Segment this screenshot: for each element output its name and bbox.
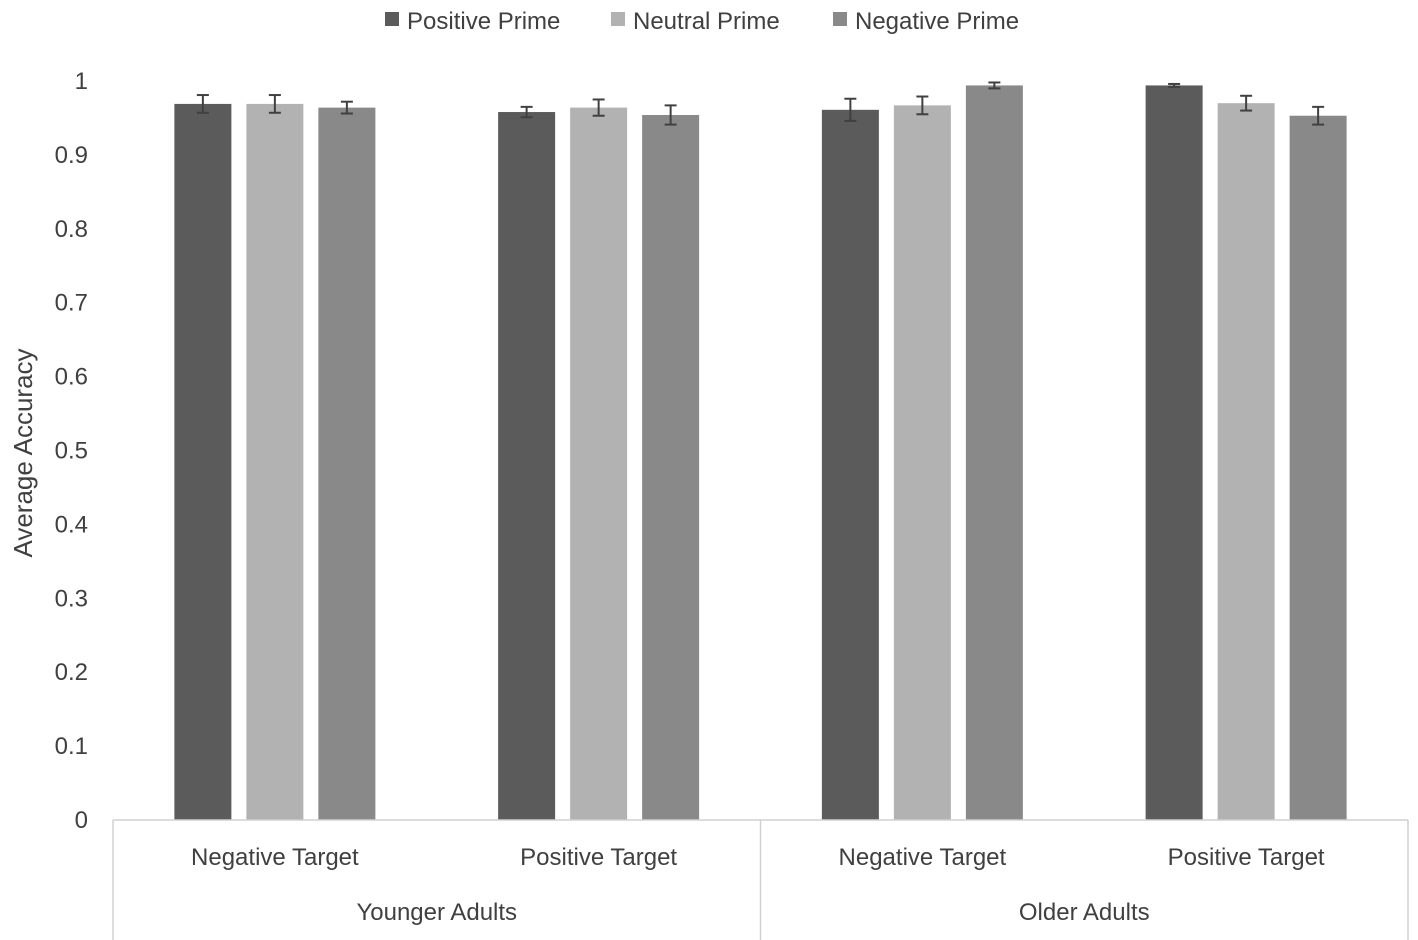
y-tick-label: 0.3 (55, 585, 88, 612)
y-tick-label: 0.6 (55, 364, 88, 391)
legend-swatch (833, 12, 847, 26)
bar (821, 109, 879, 821)
error-bar (916, 95, 929, 116)
category-label: Positive Target (520, 844, 677, 871)
bar (893, 105, 951, 820)
bars (174, 85, 1347, 821)
legend-swatch (385, 12, 399, 26)
y-tick-label: 0.2 (55, 659, 88, 686)
error-bar (592, 98, 605, 117)
error-bar (268, 94, 281, 114)
error-bar (1240, 94, 1253, 112)
error-bar (520, 105, 533, 119)
group-label: Younger Adults (356, 899, 517, 926)
error-bar (844, 97, 857, 122)
error-bar (340, 100, 353, 115)
y-tick-label: 0.4 (55, 511, 88, 538)
bar (965, 85, 1023, 820)
error-bar (1168, 82, 1181, 88)
legend-swatch (611, 12, 625, 26)
legend-label: Neutral Prime (633, 8, 780, 35)
category-label: Negative Target (191, 844, 359, 871)
y-axis-ticks: 0 0.1 0.2 0.3 0.4 0.5 0.6 0.7 0.8 0.9 1 (55, 68, 88, 834)
y-tick-label: 0.5 (55, 438, 88, 465)
bar (642, 114, 700, 820)
x-axis: Negative Target Positive Target Negative T… (112, 819, 1409, 940)
bar (246, 103, 304, 820)
error-bars (196, 81, 1325, 126)
bar (1145, 85, 1203, 820)
y-tick-label: 0.1 (55, 733, 88, 760)
error-bar (664, 104, 677, 126)
y-tick-label: 0.8 (55, 216, 88, 243)
bar (1217, 103, 1275, 821)
category-label: Positive Target (1168, 844, 1325, 871)
y-tick-label: 1 (75, 68, 88, 95)
bar (498, 112, 556, 820)
category-label: Negative Target (839, 844, 1007, 871)
y-tick-label: 0.9 (55, 142, 88, 169)
y-tick-label: 0 (75, 807, 88, 834)
group-label: Older Adults (1019, 899, 1150, 926)
bar (570, 107, 628, 820)
bar (1289, 115, 1347, 820)
y-tick-label: 0.7 (55, 290, 88, 317)
bar (318, 107, 376, 820)
legend-label: Positive Prime (407, 8, 560, 35)
error-bar (196, 94, 209, 114)
error-bar (988, 81, 1001, 90)
error-bar (1312, 105, 1325, 126)
legend-label: Negative Prime (855, 8, 1019, 35)
y-axis-title: Average Accuracy (8, 348, 38, 557)
bar (174, 103, 232, 820)
legend: Positive Prime Neutral Prime Negative Prim… (385, 8, 1019, 35)
